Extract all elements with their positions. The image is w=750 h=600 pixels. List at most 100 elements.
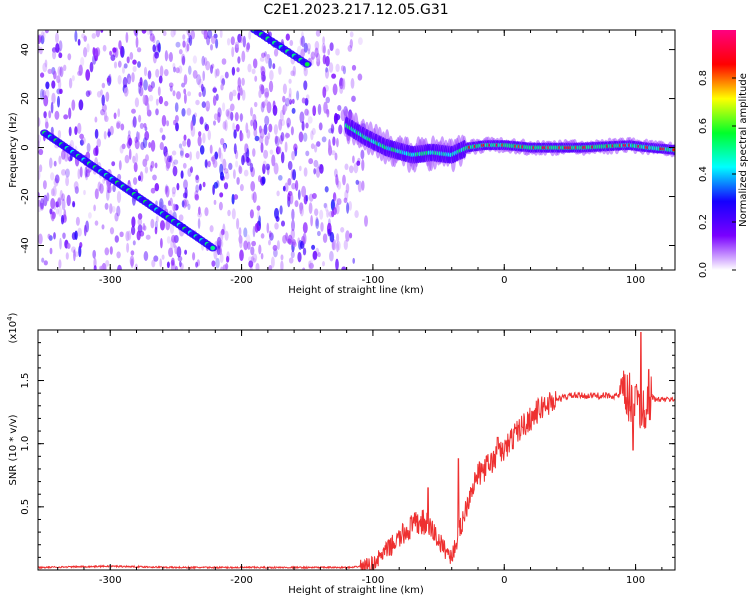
heat-cell	[220, 137, 225, 146]
heat-cell	[284, 97, 290, 107]
heat-cell	[85, 69, 91, 81]
heat-cell	[154, 51, 159, 59]
heat-cell	[336, 241, 339, 253]
heat-cell	[312, 105, 317, 117]
heat-cell	[127, 77, 132, 85]
heat-cell	[132, 240, 136, 246]
heat-cell	[52, 185, 57, 197]
snr-xtick-label: -300	[99, 575, 122, 586]
heat-cell	[200, 83, 204, 92]
heat-cell	[195, 175, 200, 184]
heat-cell	[222, 223, 226, 236]
heat-cell	[296, 90, 300, 101]
heat-cell	[336, 198, 342, 206]
heat-cell	[349, 232, 353, 239]
heat-cell	[42, 31, 46, 40]
heat-cell	[54, 174, 60, 184]
heat-cell	[80, 56, 85, 67]
heat-cell	[117, 264, 122, 270]
heat-cell	[39, 47, 43, 55]
heat-cell	[59, 66, 64, 78]
heat-cell	[306, 109, 310, 117]
heat-cell	[142, 222, 146, 231]
heat-cell	[168, 52, 173, 63]
heat-cell	[299, 37, 303, 46]
heat-cell	[290, 70, 295, 77]
heat-cell	[234, 41, 240, 49]
heat-cell	[59, 189, 63, 201]
heat-cell	[72, 202, 76, 208]
heat-cell	[171, 234, 176, 243]
heat-cell	[166, 120, 170, 127]
heat-cell	[204, 122, 208, 130]
heat-cell	[74, 230, 78, 241]
heat-cell	[227, 209, 231, 217]
heat-cell	[303, 66, 308, 77]
heat-cell	[174, 115, 179, 123]
heat-cell	[155, 215, 159, 223]
heat-cell	[142, 94, 146, 105]
heat-cell	[116, 122, 121, 129]
heat-cell	[44, 30, 49, 34]
heat-cell	[143, 79, 148, 91]
heat-cell	[173, 159, 179, 165]
heat-cell	[322, 36, 325, 45]
heat-cell	[226, 38, 231, 46]
heat-cell	[195, 150, 200, 160]
heat-cell	[331, 73, 337, 79]
heat-cell	[125, 230, 130, 242]
heat-cell	[94, 47, 100, 60]
heat-cell	[278, 174, 283, 181]
heat-cell	[315, 216, 319, 227]
heat-cell	[136, 230, 141, 241]
heat-cell	[315, 30, 321, 37]
heat-cell	[91, 33, 97, 39]
heat-cell	[332, 192, 337, 202]
heat-cell	[197, 135, 202, 147]
heat-cell	[81, 136, 86, 145]
heat-cell	[350, 78, 355, 89]
heat-cell	[325, 55, 330, 67]
heat-cell	[313, 144, 318, 153]
heat-cell	[40, 31, 45, 39]
heat-cell	[317, 103, 322, 116]
heat-cell	[332, 83, 338, 96]
heat-cell	[283, 103, 288, 112]
heat-cell	[132, 116, 137, 128]
heat-cell	[324, 186, 329, 193]
snr-ticks: -300 -200 -100 0 100 0.5 1.0 1.5	[20, 330, 675, 586]
heat-cell	[274, 222, 279, 230]
heat-cell	[132, 59, 137, 65]
heat-cell	[92, 46, 96, 56]
heat-cell	[170, 30, 176, 38]
heat-cell	[201, 30, 207, 35]
heat-cell	[251, 193, 255, 201]
heat-cell	[92, 249, 97, 259]
heat-cell	[215, 257, 220, 269]
heat-cell	[318, 122, 323, 131]
heat-cell	[58, 155, 62, 165]
heat-cell	[117, 60, 122, 68]
heat-cell	[186, 107, 192, 116]
heat-cell	[113, 61, 118, 69]
heat-cell	[328, 210, 334, 218]
heat-cell	[159, 142, 164, 151]
heat-cell	[176, 182, 180, 191]
heat-cell	[162, 146, 167, 153]
heat-cell	[236, 217, 240, 230]
heat-cell	[44, 59, 48, 68]
heat-cell	[58, 40, 63, 52]
heat-cell	[43, 260, 48, 266]
heat-cell	[68, 77, 73, 89]
heat-cell	[329, 250, 334, 262]
heat-cell	[325, 66, 328, 73]
heat-cell	[215, 38, 219, 49]
heat-cell	[45, 81, 50, 90]
heat-cell	[302, 247, 307, 256]
heat-cell	[340, 65, 345, 72]
heat-cell	[181, 200, 185, 208]
heat-cell	[339, 85, 344, 94]
heat-cell	[43, 194, 48, 207]
heat-cell	[81, 33, 85, 39]
heat-cell	[317, 163, 323, 170]
